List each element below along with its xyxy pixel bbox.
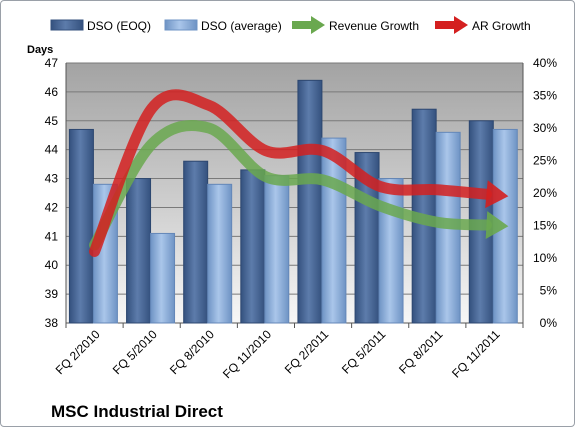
y-tick-label-left: 46: [45, 85, 59, 99]
bar-dso-average: [150, 232, 176, 324]
y-tick-label-right: 20%: [533, 186, 557, 200]
x-tick-label: FQ 2/2010: [53, 327, 103, 377]
arrowhead-ar-growth: [485, 180, 509, 209]
y-tick-label-right: 40%: [533, 56, 557, 70]
y-tick-label-right: 5%: [540, 284, 558, 298]
y-tick-label-right: 25%: [533, 154, 557, 168]
legend-arrow-ar-growth: [435, 16, 468, 34]
y-axis-unit-label: Days: [27, 44, 53, 56]
legend-item-revenue-growth: Revenue Growth: [292, 16, 419, 34]
x-tick-label: FQ 5/2010: [110, 327, 160, 377]
x-tick-label: FQ 2/2011: [282, 327, 332, 377]
legend-arrow-revenue-growth: [292, 16, 325, 34]
bar-dso-eoq: [297, 79, 323, 324]
y-tick-label-left: 42: [45, 200, 59, 214]
bar-dso-average: [264, 175, 290, 324]
x-tick-label: FQ 11/2010: [220, 327, 274, 381]
legend-item-dso-average: DSO (average): [164, 19, 282, 33]
legend-swatch-dso-eoq: [50, 19, 84, 31]
bar-dso-eoq: [126, 178, 152, 324]
x-tick-label: FQ 8/2011: [396, 327, 446, 377]
line-revenue-growth: [89, 119, 492, 251]
bar-dso-eoq: [68, 128, 94, 324]
y-tick-label-left: 41: [45, 229, 59, 243]
y-tick-label-left: 40: [45, 258, 59, 272]
plot-area: 38 39 40 41 42 43 44 45 46 47 0% 5% 10% 15% 20% 25% 30% 3…: [45, 56, 558, 381]
legend: DSO (EOQ) DSO (average) Revenue Growth A…: [50, 16, 531, 34]
line-ar-growth: [89, 89, 492, 257]
legend-label-dso-eoq: DSO (EOQ): [87, 19, 151, 33]
bar-dso-eoq: [240, 169, 266, 324]
legend-label-revenue-growth: Revenue Growth: [329, 19, 419, 33]
y-tick-label-left: 38: [45, 316, 59, 330]
y-tick-label-left: 45: [45, 114, 59, 128]
y-tick-label-left: 47: [45, 56, 59, 70]
bar-dso-average: [378, 178, 404, 324]
legend-item-ar-growth: AR Growth: [435, 16, 531, 34]
y-tick-label-left: 44: [45, 143, 59, 157]
x-tick-label: FQ 8/2010: [167, 327, 217, 377]
y-tick-label-left: 43: [45, 172, 59, 186]
legend-swatch-dso-average: [164, 19, 198, 31]
y-tick-label-right: 30%: [533, 121, 557, 135]
bar-dso-eoq: [183, 160, 209, 324]
legend-item-dso-eoq: DSO (EOQ): [50, 19, 151, 33]
chart-title: MSC Industrial Direct: [51, 402, 223, 421]
y-tick-label-left: 39: [45, 287, 59, 301]
x-tick-label: FQ 11/2011: [449, 327, 503, 381]
legend-label-dso-average: DSO (average): [201, 19, 282, 33]
legend-label-ar-growth: AR Growth: [472, 19, 531, 33]
bar-dso-average: [207, 183, 233, 324]
y-tick-label-right: 0%: [540, 316, 558, 330]
y-tick-label-right: 35%: [533, 89, 557, 103]
arrowhead-revenue-growth: [485, 211, 509, 240]
y-tick-label-right: 10%: [533, 251, 557, 265]
y-tick-label-right: 15%: [533, 219, 557, 233]
x-tick-label: FQ 5/2011: [339, 327, 389, 377]
